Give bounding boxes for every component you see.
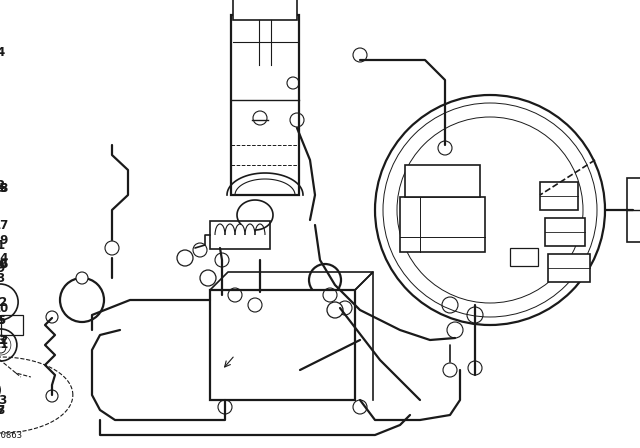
Circle shape	[177, 250, 193, 266]
Bar	[548, 254, 590, 282]
Text: 7: 7	[0, 404, 4, 417]
Text: 1: 1	[0, 238, 4, 251]
Text: 14: 14	[0, 251, 8, 264]
Bar	[231, 15, 299, 195]
Text: 15: 15	[0, 181, 8, 194]
Text: 0C010863: 0C010863	[0, 431, 22, 439]
Circle shape	[327, 302, 343, 318]
Text: 10: 10	[0, 258, 8, 271]
Bar	[210, 290, 355, 400]
Text: 4: 4	[0, 46, 4, 59]
Bar	[545, 218, 585, 246]
Text: 5: 5	[0, 314, 5, 327]
Text: 17: 17	[0, 219, 9, 232]
Bar	[400, 197, 485, 252]
Text: 18: 18	[0, 181, 9, 194]
Bar	[1, 315, 23, 335]
Circle shape	[76, 272, 88, 284]
Text: 19: 19	[0, 233, 9, 246]
Text: 13: 13	[0, 393, 8, 406]
Text: 11: 11	[0, 339, 9, 352]
Text: 2: 2	[0, 178, 4, 191]
Bar	[510, 248, 538, 266]
Text: 16: 16	[0, 258, 9, 271]
Bar	[627, 178, 640, 242]
Text: 6: 6	[0, 314, 5, 327]
Bar	[210, 221, 270, 249]
Text: 12: 12	[0, 296, 8, 309]
Bar	[405, 165, 480, 197]
Text: 8: 8	[0, 404, 4, 417]
Text: 12: 12	[0, 333, 9, 346]
Text: 3: 3	[0, 271, 4, 284]
Circle shape	[0, 378, 1, 402]
Text: 10: 10	[0, 302, 9, 314]
Bar	[233, 0, 297, 20]
Text: 3: 3	[0, 333, 5, 346]
Text: 9: 9	[0, 262, 4, 275]
Circle shape	[200, 270, 216, 286]
Bar	[540, 182, 578, 210]
